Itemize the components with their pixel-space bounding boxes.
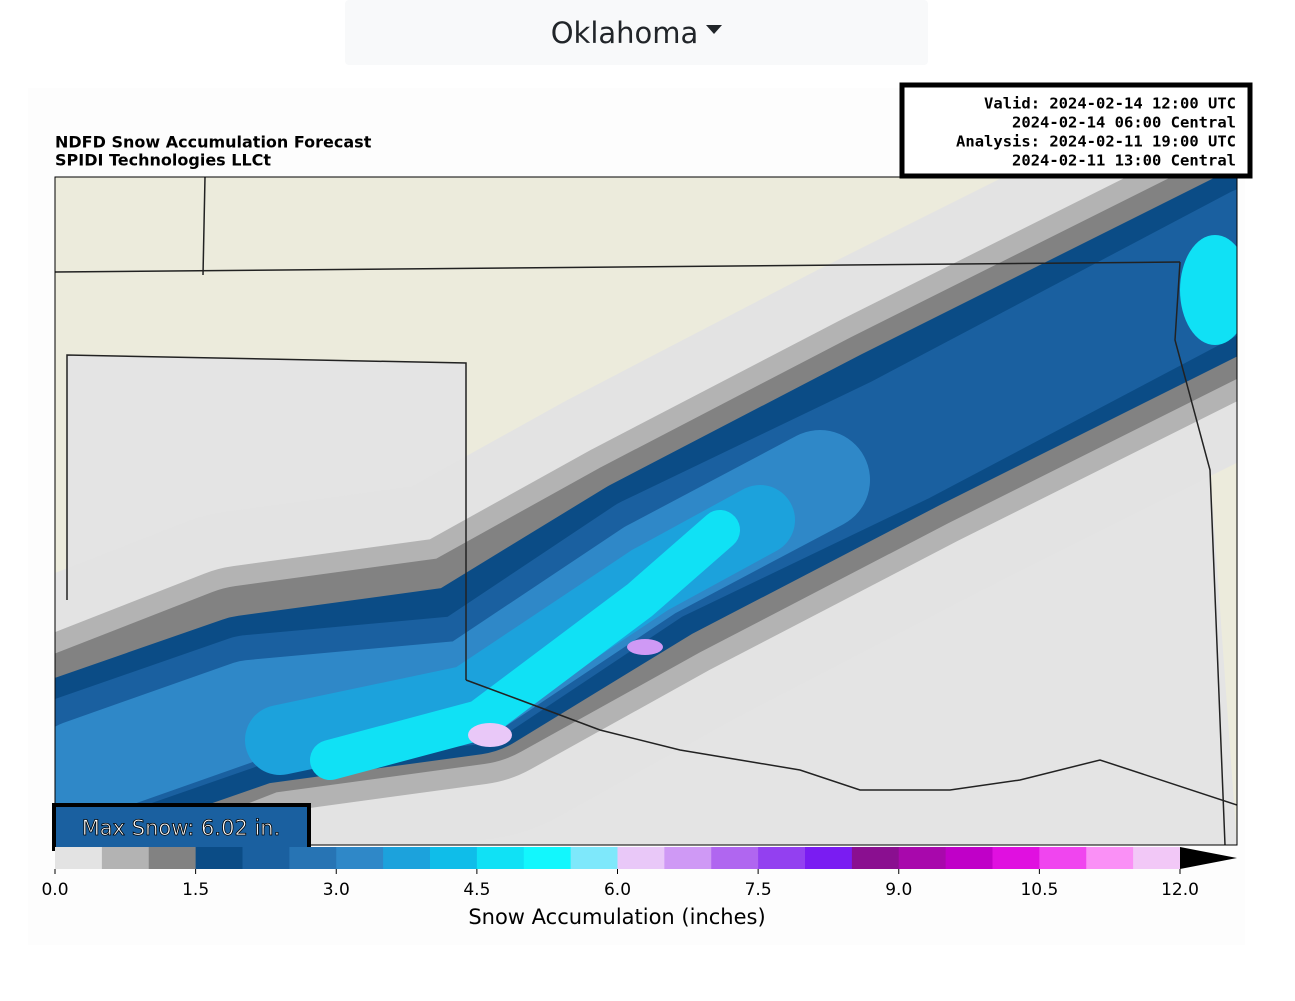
snow-bands — [55, 177, 1237, 845]
colorbar-swatch — [195, 847, 243, 869]
max-snow: Max Snow: 6.02 in. — [82, 816, 281, 840]
max-area — [627, 639, 663, 655]
colorbar-swatch — [383, 847, 431, 869]
colorbar-swatch — [476, 847, 525, 869]
colorbar-swatch — [336, 847, 384, 869]
map-title: NDFD Snow Accumulation Forecast — [55, 133, 372, 152]
colorbar-swatch — [805, 847, 853, 869]
colorbar-label: Snow Accumulation (inches) — [468, 905, 765, 929]
timestamp-box — [899, 82, 1253, 179]
colorbar-swatch — [992, 847, 1040, 869]
timestamp-line: Valid: 2024-02-14 12:00 UTC — [984, 95, 1236, 113]
map — [55, 177, 1237, 845]
colorbar-swatch — [758, 847, 806, 869]
colorbar: 0.0 1.5 3.0 4.5 6.0 7.5 9.0 10.5 12.0 — [41, 847, 1237, 900]
colorbar-swatch — [523, 847, 572, 869]
colorbar-swatch — [242, 847, 290, 869]
colorbar-swatch — [945, 847, 993, 869]
state-borders — [55, 177, 1237, 845]
colorbar-swatch — [851, 847, 900, 869]
colorbar-tick-label: 10.5 — [1020, 880, 1058, 900]
colorbar-swatch — [289, 847, 337, 869]
colorbar-swatch — [1086, 847, 1134, 869]
state-dropdown[interactable]: Oklahoma — [345, 0, 928, 65]
colorbar-tick-label: 9.0 — [885, 880, 912, 900]
dropdown-caret[interactable] — [706, 25, 723, 34]
map-subtitle: SPIDI Technologies LLCt — [55, 151, 271, 170]
timestamp-line: 2024-02-11 13:00 Central — [1012, 152, 1236, 170]
colorbar-swatch — [148, 847, 197, 869]
colorbar-tick-label: 4.5 — [463, 880, 490, 900]
timestamp-line: 2024-02-14 06:00 Central — [1012, 114, 1236, 132]
colorbar-swatch — [898, 847, 947, 869]
colorbar-tick-label: 7.5 — [745, 880, 772, 900]
colorbar-tick-label: 6.0 — [604, 880, 631, 900]
dropdown-label[interactable]: Oklahoma — [550, 15, 699, 50]
colorbar-swatch — [570, 847, 618, 869]
colorbar-swatch — [101, 847, 150, 869]
colorbar-tick-label: 3.0 — [323, 880, 350, 900]
colorbar-swatch — [1133, 847, 1181, 869]
max-area — [468, 723, 512, 747]
map-frame — [54, 176, 1238, 846]
colorbar-tick-label: 12.0 — [1161, 880, 1199, 900]
timestamp-line: Analysis: 2024-02-11 19:00 UTC — [956, 133, 1236, 151]
colorbar-swatch — [55, 847, 103, 869]
colorbar-swatch — [664, 847, 712, 869]
colorbar-tick-label: 0.0 — [41, 880, 68, 900]
colorbar-swatch — [711, 847, 759, 869]
colorbar-extend — [1180, 847, 1237, 869]
colorbar-swatch — [430, 847, 478, 869]
colorbar-swatch — [1039, 847, 1087, 869]
colorbar-swatch — [617, 847, 665, 869]
colorbar-tick-label: 1.5 — [182, 880, 209, 900]
